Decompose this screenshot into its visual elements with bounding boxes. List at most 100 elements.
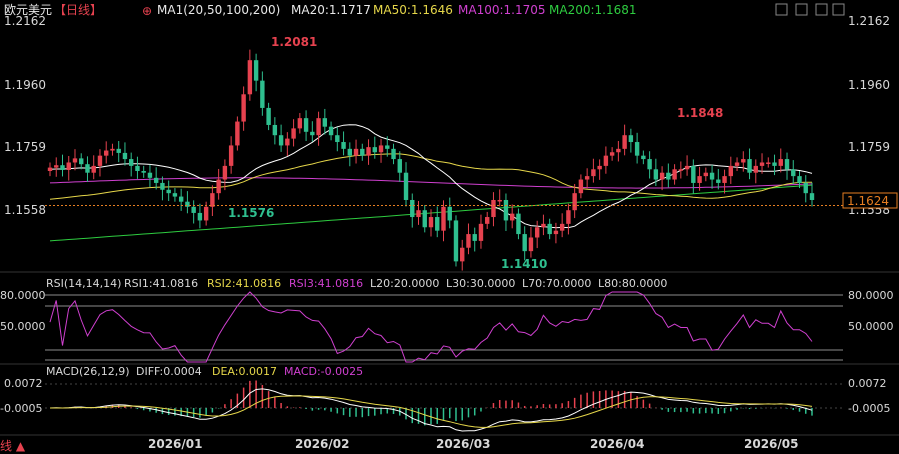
candle[interactable] — [85, 164, 90, 173]
candle[interactable] — [91, 165, 96, 173]
candle[interactable] — [666, 172, 671, 180]
candle[interactable] — [328, 126, 334, 136]
candle[interactable] — [428, 217, 434, 228]
close-icon[interactable] — [832, 3, 845, 16]
candle[interactable] — [641, 155, 646, 160]
candle[interactable] — [553, 230, 559, 235]
candle[interactable] — [104, 150, 109, 156]
candle[interactable] — [766, 162, 771, 164]
candle[interactable] — [572, 193, 577, 211]
candle[interactable] — [297, 118, 303, 129]
ma-params-label[interactable]: MA1(20,50,100,200) — [157, 3, 280, 17]
candle[interactable] — [447, 206, 452, 221]
candle[interactable] — [153, 177, 159, 183]
candle[interactable] — [503, 199, 509, 221]
candle[interactable] — [716, 179, 721, 183]
candle[interactable] — [791, 169, 796, 177]
candle[interactable] — [278, 135, 284, 146]
candle[interactable] — [353, 148, 359, 156]
candle[interactable] — [222, 165, 228, 180]
candle[interactable] — [591, 169, 596, 177]
candle[interactable] — [79, 158, 84, 165]
candle[interactable] — [497, 199, 502, 202]
candle[interactable] — [622, 135, 627, 149]
candle[interactable] — [659, 172, 665, 180]
candle[interactable] — [197, 212, 203, 221]
candle[interactable] — [191, 206, 196, 213]
candle[interactable] — [509, 213, 515, 221]
candle[interactable] — [616, 148, 621, 153]
rsi-params[interactable]: RSI(14,14,14) — [46, 277, 121, 290]
period-label[interactable]: 【日线】 — [54, 3, 102, 17]
candle[interactable] — [185, 201, 190, 207]
candle[interactable] — [541, 223, 546, 228]
candle[interactable] — [303, 118, 309, 132]
candle[interactable] — [72, 158, 78, 163]
candle[interactable] — [416, 210, 421, 218]
candle[interactable] — [584, 176, 590, 180]
candle[interactable] — [178, 196, 184, 202]
candle[interactable] — [466, 234, 471, 248]
candle[interactable] — [335, 135, 340, 143]
candle[interactable] — [397, 159, 402, 173]
candle[interactable] — [709, 172, 715, 180]
macd-params[interactable]: MACD(26,12,9) — [46, 365, 130, 378]
candle[interactable] — [116, 148, 121, 153]
candle[interactable] — [472, 234, 477, 241]
candle[interactable] — [678, 169, 684, 171]
candle[interactable] — [809, 193, 815, 200]
candle[interactable] — [759, 162, 765, 166]
candle[interactable] — [160, 182, 165, 190]
candle[interactable] — [172, 193, 178, 197]
candle[interactable] — [603, 155, 609, 166]
candle[interactable] — [559, 223, 565, 231]
candle[interactable] — [360, 148, 365, 156]
candle[interactable] — [797, 176, 802, 183]
candle[interactable] — [410, 199, 415, 218]
candle[interactable] — [128, 159, 134, 166]
candle[interactable] — [147, 172, 153, 178]
candle[interactable] — [141, 171, 146, 173]
candle[interactable] — [566, 210, 571, 224]
candle[interactable] — [241, 94, 246, 122]
candle[interactable] — [672, 169, 677, 180]
candle[interactable] — [316, 118, 321, 136]
candle[interactable] — [391, 148, 396, 160]
candle[interactable] — [628, 135, 634, 143]
candle[interactable] — [135, 165, 140, 172]
candle[interactable] — [322, 118, 328, 127]
candle[interactable] — [691, 165, 696, 183]
candle[interactable] — [784, 159, 790, 170]
candle[interactable] — [491, 199, 496, 218]
candle[interactable] — [435, 217, 440, 231]
candle[interactable] — [547, 223, 552, 235]
candle[interactable] — [347, 148, 353, 156]
candle[interactable] — [403, 172, 409, 200]
candle[interactable] — [653, 169, 659, 180]
candle[interactable] — [772, 162, 777, 166]
candle[interactable] — [522, 234, 527, 252]
candle[interactable] — [341, 142, 346, 149]
left-axis-label[interactable]: 线 ▲ — [0, 439, 26, 453]
candle[interactable] — [578, 179, 584, 194]
candle[interactable] — [66, 162, 71, 170]
candle[interactable] — [422, 210, 427, 228]
candle[interactable] — [753, 165, 758, 173]
candle[interactable] — [97, 155, 103, 166]
grid-icon[interactable] — [795, 3, 808, 16]
candle[interactable] — [210, 193, 215, 207]
candle[interactable] — [460, 247, 465, 262]
candle[interactable] — [741, 159, 746, 163]
candle[interactable] — [247, 60, 253, 95]
candle[interactable] — [697, 176, 702, 183]
candle[interactable] — [609, 152, 615, 156]
candle[interactable] — [534, 227, 540, 238]
candle[interactable] — [778, 159, 783, 166]
candle[interactable] — [728, 165, 734, 177]
candle[interactable] — [272, 124, 278, 136]
minimize-icon[interactable] — [815, 3, 828, 16]
candle[interactable] — [453, 220, 459, 262]
candle[interactable] — [372, 147, 377, 153]
candle[interactable] — [122, 152, 128, 160]
candle[interactable] — [310, 131, 315, 136]
